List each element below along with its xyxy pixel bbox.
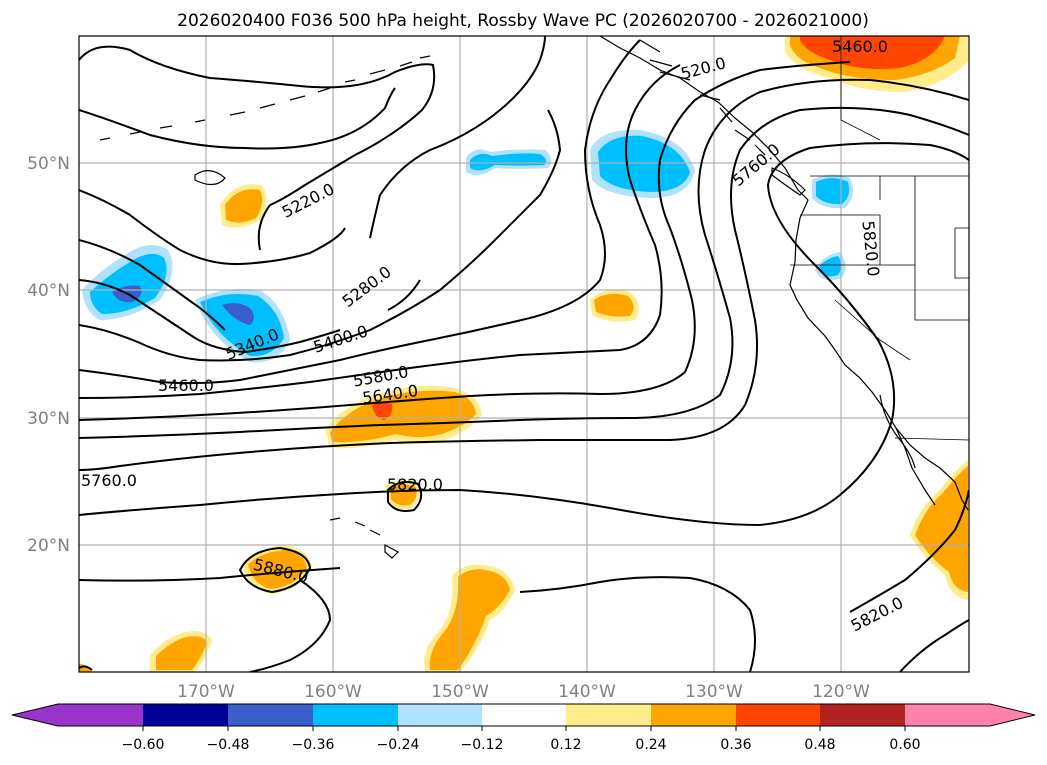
colorbar-extend-low [12,704,143,726]
anomaly-patch [390,484,417,506]
map-area: 5220.0 5280.0 5340.0 5400.0 5460.0 5580.… [79,36,969,672]
colorbar-tick-label: 0.36 [720,737,751,753]
graticule [79,36,969,672]
colorbar-tick-label: 0.24 [635,737,666,753]
colorbar-tick-label: 0.60 [889,737,920,753]
anomaly-patch [470,153,547,171]
anomaly-shading [79,36,968,672]
colorbar-segment [398,704,482,726]
colorbar-segment [566,704,651,726]
colorbar: −0.60 −0.48 −0.36 −0.24 −0.12 0.12 0.24 0.36 0.4… [11,703,1036,753]
contour-label: 5460.0 [832,37,888,56]
colorbar-tick-label: −0.36 [292,737,335,753]
height-contours [79,36,969,672]
anomaly-patch [225,189,263,223]
anomaly-patch [429,569,510,670]
lon-tick-label: 160°W [304,682,362,702]
colorbar-segment [736,704,820,726]
anomaly-patch [915,466,968,592]
map-frame [78,35,970,673]
contour-label: 5820.0 [387,475,443,494]
lon-tick-label: 150°W [431,682,489,702]
coastlines [99,36,969,559]
colorbar-tick-label: −0.60 [122,737,165,753]
colorbar-tick-label: −0.48 [207,737,250,753]
contour-label: 5460.0 [158,376,214,395]
lat-tick-label: 30°N [27,409,70,429]
anomaly-patch [330,390,476,443]
anomaly-patch [372,402,393,420]
lat-tick-label: 20°N [27,536,70,556]
colorbar-segment [313,704,398,726]
lon-labels: 170°W 160°W 150°W 140°W 130°W 120°W [177,682,870,702]
contour-label: 5760.0 [81,471,137,490]
anomaly-patch [156,636,207,670]
anomaly-patch [90,253,167,314]
anomaly-patch [222,303,254,325]
anomaly-patch [248,550,307,589]
colorbar-tick-label: −0.24 [377,737,420,753]
colorbar-tick-label: 0.12 [550,737,581,753]
colorbar-segment [482,704,566,726]
borders [790,36,969,441]
colorbar-segment [143,704,228,726]
lat-tick-label: 40°N [27,281,70,301]
anomaly-patch [598,135,690,192]
colorbar-tick-label: 0.48 [804,737,835,753]
colorbar-segment [820,704,905,726]
lon-tick-label: 130°W [685,682,743,702]
lat-tick-label: 50°N [27,154,70,174]
colorbar-extend-high [905,704,1035,726]
colorbar-segment [228,704,313,726]
anomaly-patch [800,36,945,69]
anomaly-patch [818,256,842,277]
lon-tick-label: 120°W [812,682,870,702]
lon-tick-label: 170°W [177,682,235,702]
colorbar-outline [11,703,1036,727]
lat-labels: 50°N 40°N 30°N 20°N [27,154,70,556]
colorbar-segment [651,704,736,726]
lon-tick-label: 140°W [558,682,616,702]
colorbar-ticks: −0.60 −0.48 −0.36 −0.24 −0.12 0.12 0.24 0.36 0.4… [122,726,921,753]
anomaly-patch [594,293,634,317]
colorbar-tick-label: −0.12 [461,737,504,753]
figure-title: 2026020400 F036 500 hPa height, Rossby W… [177,11,869,31]
anomaly-patch [200,294,284,357]
